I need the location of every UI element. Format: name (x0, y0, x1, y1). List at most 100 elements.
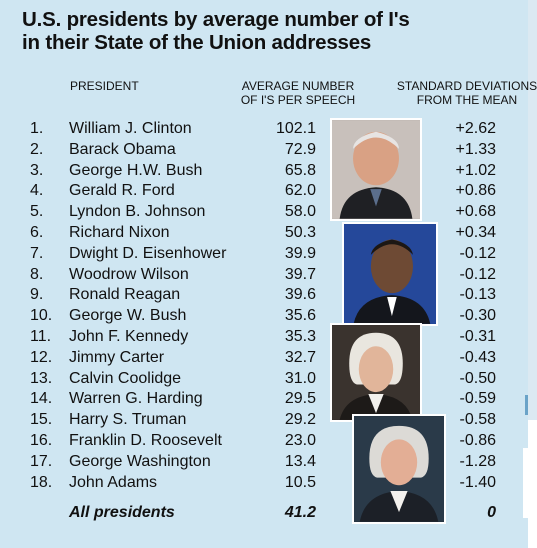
row-rank: 16. (30, 432, 53, 449)
table-row: 18. John Adams 10.5 -1.40 (0, 472, 528, 493)
row-std-dev: +0.34 (455, 224, 496, 241)
obama-portrait-icon (344, 224, 436, 324)
row-std-dev: -0.30 (459, 307, 496, 325)
total-label: All presidents (69, 504, 175, 521)
row-std-dev: -0.31 (459, 328, 496, 345)
table-row: 2. Barack Obama 72.9 +1.33 (0, 139, 528, 160)
row-average: 39.7 (284, 265, 316, 283)
table-row: 10. George W. Bush 35.6 -0.30 (0, 305, 528, 326)
adams-portrait-icon (354, 416, 444, 522)
page-title: U.S. presidents by average number of I's… (22, 8, 410, 54)
column-header-std-line-1: STANDARD DEVIATIONS (396, 79, 537, 93)
row-average: 29.2 (284, 411, 316, 429)
row-average: 31.0 (284, 369, 316, 387)
row-std-dev: -0.12 (459, 265, 496, 283)
row-name: Warren G. Harding (69, 390, 203, 408)
clinton-portrait-icon (332, 120, 420, 219)
row-name: Richard Nixon (69, 224, 170, 241)
row-std-dev: -1.40 (459, 473, 496, 491)
row-rank: 5. (30, 203, 44, 221)
row-average: 10.5 (284, 473, 316, 491)
washington-portrait-icon (332, 325, 420, 420)
row-name: Dwight D. Eisenhower (69, 244, 227, 262)
row-std-dev: +2.62 (455, 120, 496, 137)
table-row: 12. Jimmy Carter 32.7 -0.43 (0, 347, 528, 368)
table-row: 8. Woodrow Wilson 39.7 -0.12 (0, 264, 528, 285)
row-average: 35.6 (284, 307, 316, 325)
table-row: 1. William J. Clinton 102.1 +2.62 (0, 118, 528, 139)
side-accent (525, 395, 528, 415)
washington-portrait (330, 323, 422, 422)
row-std-dev: -0.59 (459, 390, 496, 408)
row-average: 32.7 (284, 348, 316, 366)
total-std-dev: 0 (487, 504, 496, 521)
row-rank: 17. (30, 452, 53, 470)
row-rank: 18. (30, 473, 53, 491)
row-rank: 4. (30, 182, 44, 200)
column-header-average-line-2: OF I'S PER SPEECH (240, 93, 356, 107)
side-gap (523, 448, 537, 518)
row-name: John F. Kennedy (69, 328, 189, 345)
row-rank: 8. (30, 265, 44, 283)
column-header-average-line-1: AVERAGE NUMBER (241, 79, 355, 93)
row-rank: 6. (30, 224, 44, 241)
table-row: 9. Ronald Reagan 39.6 -0.13 (0, 284, 528, 305)
row-name: Franklin D. Roosevelt (69, 432, 222, 449)
row-name: Gerald R. Ford (69, 182, 175, 200)
row-std-dev: +1.33 (455, 140, 496, 158)
row-std-dev: -1.28 (459, 452, 496, 470)
row-name: William J. Clinton (69, 120, 192, 137)
row-name: Calvin Coolidge (69, 369, 182, 387)
row-rank: 10. (30, 307, 53, 325)
table-row: 13. Calvin Coolidge 31.0 -0.50 (0, 368, 528, 389)
row-std-dev: -0.43 (459, 348, 496, 366)
row-std-dev: +0.68 (455, 203, 496, 221)
total-row: All presidents 41.2 0 (0, 502, 528, 524)
row-std-dev: -0.86 (459, 432, 496, 449)
row-name: Lyndon B. Johnson (69, 203, 206, 221)
row-rank: 15. (30, 411, 53, 429)
row-name: Harry S. Truman (69, 411, 187, 429)
row-average: 58.0 (284, 203, 316, 221)
total-average: 41.2 (284, 504, 316, 521)
row-average: 23.0 (284, 432, 316, 449)
row-std-dev: +0.86 (455, 182, 496, 200)
row-average: 39.9 (284, 244, 316, 262)
column-header-std-dev: STANDARD DEVIATIONS FROM THE MEAN (392, 79, 537, 107)
title-line-1: U.S. presidents by average number of I's (22, 8, 410, 31)
row-rank: 1. (30, 120, 44, 137)
row-std-dev: -0.58 (459, 411, 496, 429)
row-average: 72.9 (284, 140, 316, 158)
column-header-president: PRESIDENT (70, 79, 139, 93)
row-name: George H.W. Bush (69, 161, 203, 179)
table-row: 15. Harry S. Truman 29.2 -0.58 (0, 409, 528, 430)
obama-portrait (342, 222, 438, 326)
table-row: 4. Gerald R. Ford 62.0 +0.86 (0, 180, 528, 201)
column-header-average: AVERAGE NUMBER OF I'S PER SPEECH (240, 79, 356, 107)
row-rank: 7. (30, 244, 44, 262)
clinton-portrait (330, 118, 422, 221)
row-std-dev: -0.12 (459, 244, 496, 262)
row-rank: 2. (30, 140, 44, 158)
column-header-std-line-2: FROM THE MEAN (416, 93, 518, 107)
table-row: 16. Franklin D. Roosevelt 23.0 -0.86 (0, 430, 528, 451)
side-strip (528, 0, 537, 420)
adams-portrait (352, 414, 446, 524)
table-row: 6. Richard Nixon 50.3 +0.34 (0, 222, 528, 243)
title-line-2: in their State of the Union addresses (22, 31, 372, 54)
row-rank: 12. (30, 348, 53, 366)
row-name: Woodrow Wilson (69, 265, 189, 283)
row-std-dev: -0.13 (459, 286, 496, 304)
row-name: John Adams (69, 473, 158, 491)
row-name: George Washington (69, 452, 211, 470)
row-rank: 3. (30, 161, 44, 179)
row-name: Barack Obama (69, 140, 176, 158)
row-average: 50.3 (284, 224, 316, 241)
row-average: 13.4 (284, 452, 316, 470)
table-row: 5. Lyndon B. Johnson 58.0 +0.68 (0, 201, 528, 222)
row-rank: 9. (30, 286, 44, 304)
row-rank: 14. (30, 390, 53, 408)
row-average: 35.3 (284, 328, 316, 345)
row-average: 39.6 (284, 286, 316, 304)
table-row: 11. John F. Kennedy 35.3 -0.31 (0, 326, 528, 347)
